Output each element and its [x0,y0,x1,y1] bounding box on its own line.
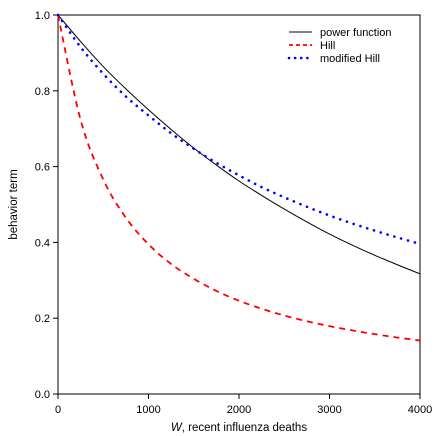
legend-label-hill: Hill [320,40,335,52]
x-tick-label: 4000 [408,404,432,416]
x-axis-variable: W [171,422,183,434]
series-line-power-function [57,14,421,275]
x-axis-title: W, recent influenza deaths [171,422,307,434]
x-tick-label: 0 [55,404,61,416]
y-tick-label: 1.0 [35,10,50,22]
axes: 0 1000 2000 3000 4000 0.0 0.2 0.4 0.6 0.8 1.0 W, re… [8,10,432,434]
series-line-hill [57,14,421,342]
legend-label-power-function: power function [320,27,392,39]
series-line-modified-hill [56,13,422,246]
x-tick-label: 3000 [317,404,341,416]
y-tick-label: 0.8 [35,86,50,98]
series-layer [56,13,422,342]
y-tick-label: 0.2 [35,313,50,325]
y-tick-label: 0.4 [35,237,50,249]
legend-label-modified-hill: modified Hill [320,53,380,65]
y-tick-label: 0.6 [35,162,50,174]
x-axis-label-text: , recent influenza deaths [182,422,308,434]
plot-frame [57,14,421,395]
y-axis-title: behavior term [8,169,20,239]
plot-area [57,14,421,395]
x-tick-label: 2000 [227,404,251,416]
y-tick-label: 0.0 [35,389,50,401]
x-tick-label: 1000 [136,404,160,416]
